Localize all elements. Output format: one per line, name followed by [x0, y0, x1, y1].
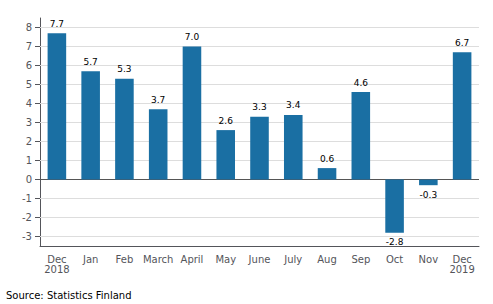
svg-text:7: 7: [26, 41, 32, 52]
svg-text:Dec: Dec: [47, 253, 67, 265]
svg-text:2019: 2019: [449, 264, 474, 275]
svg-text:-3: -3: [22, 231, 32, 242]
svg-text:Nov: Nov: [419, 254, 439, 265]
svg-text:3.3: 3.3: [252, 102, 266, 112]
svg-text:8: 8: [26, 22, 32, 33]
svg-text:April: April: [181, 254, 204, 265]
svg-text:6.7: 6.7: [455, 38, 469, 48]
svg-text:Dec: Dec: [452, 253, 472, 265]
svg-text:1: 1: [26, 155, 32, 166]
svg-text:May: May: [215, 254, 236, 265]
svg-text:Feb: Feb: [116, 254, 134, 265]
svg-text:Jan: Jan: [82, 254, 98, 265]
svg-text:June: June: [248, 254, 271, 265]
svg-text:3: 3: [26, 117, 32, 128]
svg-text:2.6: 2.6: [219, 116, 234, 126]
svg-text:-2: -2: [22, 212, 32, 223]
svg-text:3.7: 3.7: [151, 95, 165, 105]
svg-text:Sep: Sep: [351, 254, 370, 265]
svg-text:Aug: Aug: [317, 254, 337, 265]
svg-text:4: 4: [26, 98, 32, 109]
svg-text:0: 0: [26, 174, 32, 185]
svg-text:-2.8: -2.8: [386, 237, 404, 247]
svg-text:July: July: [283, 254, 302, 265]
svg-text:0.6: 0.6: [320, 154, 335, 164]
svg-text:2: 2: [26, 136, 32, 147]
svg-text:5.7: 5.7: [83, 57, 97, 67]
svg-text:Oct: Oct: [386, 254, 403, 265]
svg-text:7.0: 7.0: [185, 32, 200, 42]
svg-text:4.6: 4.6: [354, 78, 369, 88]
svg-text:March: March: [143, 254, 173, 265]
svg-text:5.3: 5.3: [117, 64, 131, 74]
svg-text:6: 6: [26, 60, 32, 71]
svg-text:-1: -1: [22, 193, 32, 204]
svg-text:7.7: 7.7: [50, 19, 64, 29]
svg-text:Source: Statistics Finland: Source: Statistics Finland: [6, 290, 132, 301]
svg-text:5: 5: [26, 79, 32, 90]
svg-text:2018: 2018: [44, 264, 69, 275]
svg-text:3.4: 3.4: [286, 100, 301, 110]
svg-text:-0.3: -0.3: [420, 190, 438, 200]
